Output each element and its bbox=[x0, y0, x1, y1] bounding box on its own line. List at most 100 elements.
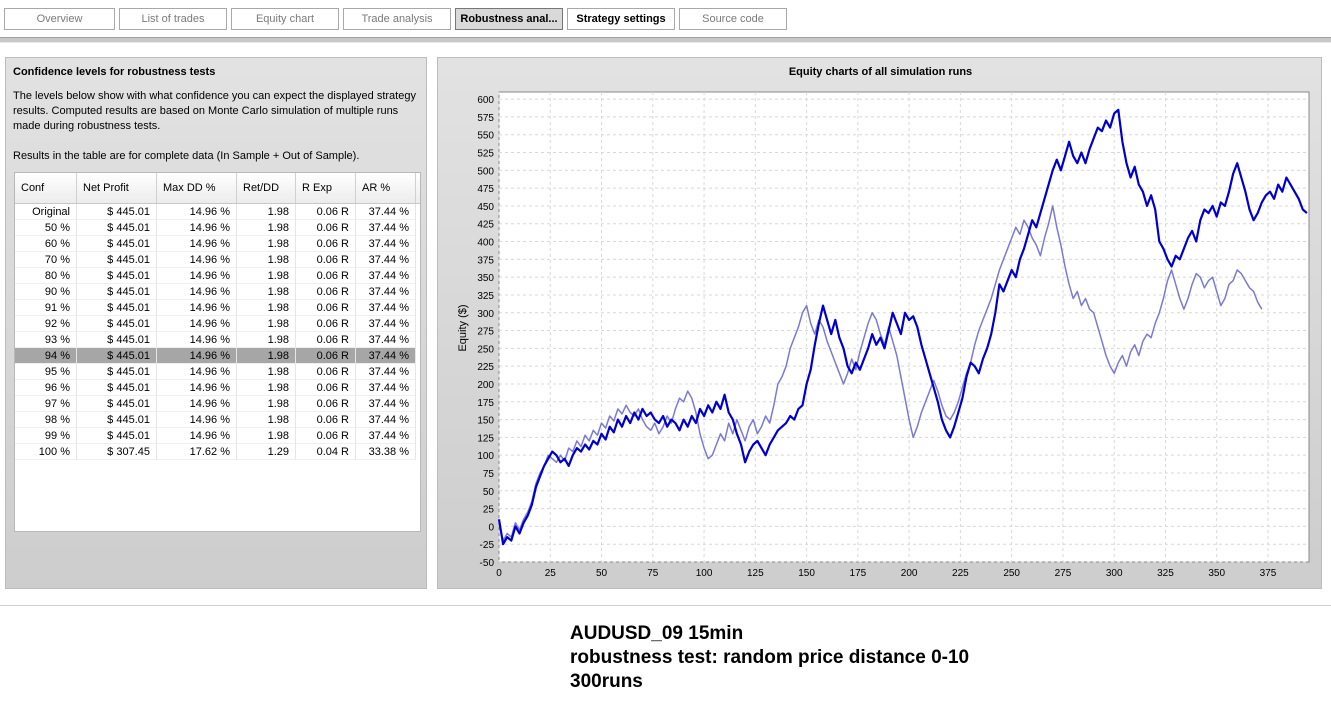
table-row[interactable]: 50 % $ 445.01 14.96 % 1.98 0.06 R 37.44 % bbox=[15, 220, 416, 236]
equity-chart: -50-250255075100125150175200225250275300… bbox=[457, 91, 1310, 579]
table-cell: 37.44 % bbox=[356, 316, 416, 332]
table-cell: 1.98 bbox=[237, 204, 296, 220]
x-tick-label: 175 bbox=[850, 568, 867, 579]
table-row[interactable]: 95 % $ 445.01 14.96 % 1.98 0.06 R 37.44 % bbox=[15, 364, 416, 380]
table-row[interactable]: 60 % $ 445.01 14.96 % 1.98 0.06 R 37.44 % bbox=[15, 236, 416, 252]
table-cell: 14.96 % bbox=[157, 220, 237, 236]
x-tick-label: 150 bbox=[798, 568, 815, 579]
table-row[interactable]: 70 % $ 445.01 14.96 % 1.98 0.06 R 37.44 % bbox=[15, 252, 416, 268]
table-cell: 1.98 bbox=[237, 332, 296, 348]
table-cell: 0.06 R bbox=[296, 316, 356, 332]
table-row[interactable]: 96 % $ 445.01 14.96 % 1.98 0.06 R 37.44 % bbox=[15, 380, 416, 396]
y-tick-label: 325 bbox=[477, 291, 494, 302]
table-cell: 37.44 % bbox=[356, 412, 416, 428]
table-cell: $ 445.01 bbox=[77, 220, 157, 236]
x-tick-label: 375 bbox=[1260, 568, 1277, 579]
table-cell: $ 445.01 bbox=[77, 316, 157, 332]
table-cell: 0.06 R bbox=[296, 332, 356, 348]
table-cell: $ 445.01 bbox=[77, 380, 157, 396]
y-tick-label: 275 bbox=[477, 327, 494, 338]
x-tick-label: 250 bbox=[1003, 568, 1020, 579]
table-cell: 14.96 % bbox=[157, 364, 237, 380]
table-cell: 1.98 bbox=[237, 428, 296, 444]
tab-equity-chart[interactable]: Equity chart bbox=[231, 8, 339, 30]
confidence-table[interactable]: Conf Net Profit Max DD % Ret/DD R Exp AR… bbox=[14, 172, 421, 532]
table-cell: 1.98 bbox=[237, 412, 296, 428]
y-tick-label: 350 bbox=[477, 273, 494, 284]
table-cell: 37.44 % bbox=[356, 348, 416, 364]
x-tick-label: 50 bbox=[596, 568, 608, 579]
y-tick-label: 375 bbox=[477, 255, 494, 266]
tab-list-of-trades[interactable]: List of trades bbox=[119, 8, 227, 30]
table-cell: 37.44 % bbox=[356, 268, 416, 284]
table-row[interactable]: 91 % $ 445.01 14.96 % 1.98 0.06 R 37.44 % bbox=[15, 300, 416, 316]
table-cell: 37.44 % bbox=[356, 332, 416, 348]
table-cell: 0.06 R bbox=[296, 268, 356, 284]
table-row[interactable]: 97 % $ 445.01 14.96 % 1.98 0.06 R 37.44 % bbox=[15, 396, 416, 412]
column-header-max-dd[interactable]: Max DD % bbox=[157, 173, 237, 203]
table-row[interactable]: 90 % $ 445.01 14.96 % 1.98 0.06 R 37.44 % bbox=[15, 284, 416, 300]
table-row[interactable]: 100 % $ 307.45 17.62 % 1.29 0.04 R 33.38 % bbox=[15, 444, 416, 460]
tab-source-code[interactable]: Source code bbox=[679, 8, 787, 30]
table-cell: 37.44 % bbox=[356, 396, 416, 412]
table-cell: 1.98 bbox=[237, 300, 296, 316]
table-cell: 37.44 % bbox=[356, 220, 416, 236]
table-row[interactable]: 99 % $ 445.01 14.96 % 1.98 0.06 R 37.44 % bbox=[15, 428, 416, 444]
table-cell: 1.98 bbox=[237, 316, 296, 332]
table-cell: $ 445.01 bbox=[77, 236, 157, 252]
y-tick-label: 100 bbox=[477, 451, 494, 462]
table-cell: 1.98 bbox=[237, 220, 296, 236]
y-tick-label: 150 bbox=[477, 416, 494, 427]
table-row[interactable]: 92 % $ 445.01 14.96 % 1.98 0.06 R 37.44 % bbox=[15, 316, 416, 332]
table-cell: 91 % bbox=[15, 300, 77, 316]
table-cell: 98 % bbox=[15, 412, 77, 428]
table-cell: 0.04 R bbox=[296, 444, 356, 460]
table-cell: 0.06 R bbox=[296, 220, 356, 236]
y-tick-label: 50 bbox=[483, 487, 495, 498]
table-cell: 33.38 % bbox=[356, 444, 416, 460]
x-tick-label: 100 bbox=[696, 568, 713, 579]
table-cell: 90 % bbox=[15, 284, 77, 300]
table-row[interactable]: 94 % $ 445.01 14.96 % 1.98 0.06 R 37.44 % bbox=[15, 348, 416, 364]
table-cell: 0.06 R bbox=[296, 412, 356, 428]
table-cell: 17.62 % bbox=[157, 444, 237, 460]
table-cell: 0.06 R bbox=[296, 204, 356, 220]
y-axis-label: Equity ($) bbox=[457, 304, 469, 351]
table-row[interactable]: 98 % $ 445.01 14.96 % 1.98 0.06 R 37.44 % bbox=[15, 412, 416, 428]
table-cell: 96 % bbox=[15, 380, 77, 396]
table-cell: 1.98 bbox=[237, 284, 296, 300]
table-cell: 0.06 R bbox=[296, 364, 356, 380]
column-header-r-exp[interactable]: R Exp bbox=[296, 173, 356, 203]
tab-separator bbox=[0, 37, 1331, 43]
table-cell: $ 445.01 bbox=[77, 364, 157, 380]
bottom-divider bbox=[0, 605, 1331, 606]
tab-overview[interactable]: Overview bbox=[4, 8, 115, 30]
table-cell: $ 445.01 bbox=[77, 396, 157, 412]
column-header-ar[interactable]: AR % bbox=[356, 173, 416, 203]
table-cell: 50 % bbox=[15, 220, 77, 236]
table-cell: 0.06 R bbox=[296, 252, 356, 268]
table-cell: 14.96 % bbox=[157, 348, 237, 364]
column-header-net-profit[interactable]: Net Profit bbox=[77, 173, 157, 203]
tab-robustness-analysis[interactable]: Robustness anal... bbox=[455, 8, 563, 30]
table-cell: Original bbox=[15, 204, 77, 220]
table-row[interactable]: 93 % $ 445.01 14.96 % 1.98 0.06 R 37.44 % bbox=[15, 332, 416, 348]
y-axis-ticks: -50 -25 0 25 50 75 100 125 150 175 200 225 250 275 300… bbox=[477, 95, 494, 569]
confidence-title: Confidence levels for robustness tests bbox=[13, 66, 216, 78]
table-cell: 14.96 % bbox=[157, 204, 237, 220]
table-cell: 37.44 % bbox=[356, 300, 416, 316]
table-cell: 14.96 % bbox=[157, 316, 237, 332]
tab-trade-analysis[interactable]: Trade analysis bbox=[343, 8, 451, 30]
plot-area bbox=[498, 91, 1310, 563]
table-row[interactable]: Original $ 445.01 14.96 % 1.98 0.06 R 37.44 % bbox=[15, 204, 416, 220]
table-cell: 0.06 R bbox=[296, 236, 356, 252]
column-header-ret-dd[interactable]: Ret/DD bbox=[237, 173, 296, 203]
table-cell: 37.44 % bbox=[356, 204, 416, 220]
table-row[interactable]: 80 % $ 445.01 14.96 % 1.98 0.06 R 37.44 % bbox=[15, 268, 416, 284]
x-tick-label: 125 bbox=[747, 568, 764, 579]
tab-strategy-settings[interactable]: Strategy settings bbox=[567, 8, 675, 30]
column-header-conf[interactable]: Conf bbox=[15, 173, 77, 203]
table-cell: 37.44 % bbox=[356, 236, 416, 252]
x-tick-label: 75 bbox=[647, 568, 659, 579]
series-line bbox=[498, 205, 1263, 542]
